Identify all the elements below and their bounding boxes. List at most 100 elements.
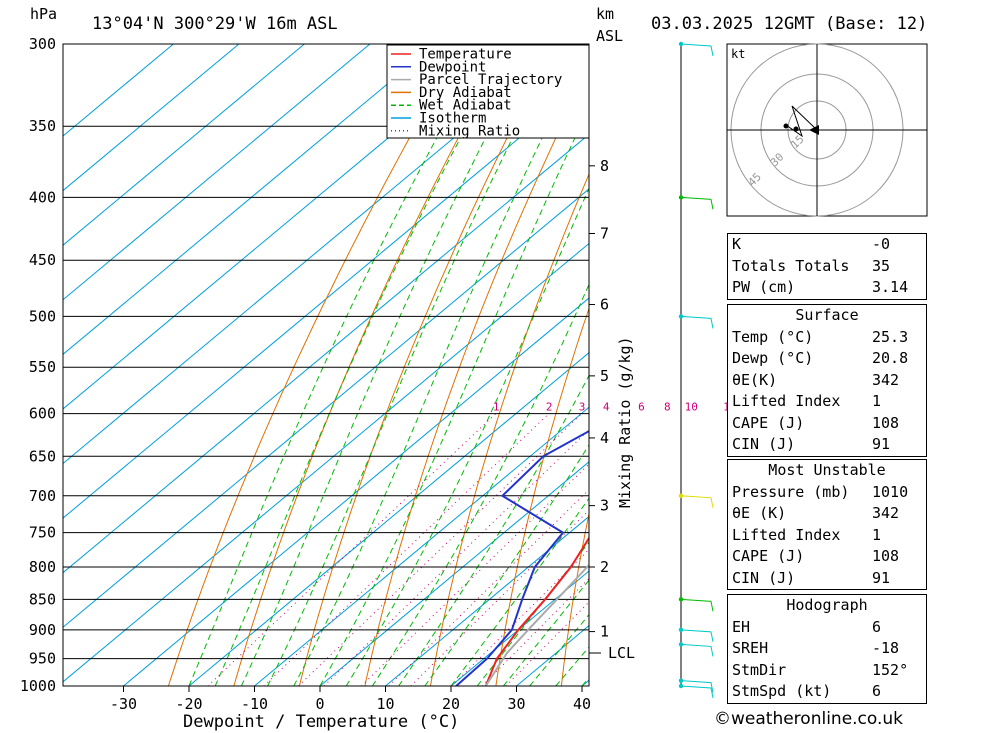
x-tick-label: 30 <box>507 695 525 713</box>
surface-li-label: Lifted Index <box>732 392 841 410</box>
mu-pressure-row: Pressure (mb) 1010 <box>728 482 926 504</box>
dry-adiabat-line <box>167 44 463 686</box>
x-tick-label: -20 <box>175 695 202 713</box>
surface-cin-value: 91 <box>872 435 891 453</box>
legend-entry: Parcel Trajectory <box>419 72 562 88</box>
stmspd-label: StmSpd (kt) <box>732 682 832 700</box>
x-tick-label: 10 <box>376 695 394 713</box>
mixing-ratio-axis-label: Mixing Ratio (g/kg) <box>616 336 634 508</box>
wet-adiabat-line <box>371 283 589 686</box>
surface-title: Surface <box>795 306 859 324</box>
totals-totals-label: Totals Totals <box>732 256 850 275</box>
lcl-label: LCL <box>608 644 635 662</box>
wind-barb <box>680 685 714 699</box>
pw-row: PW (cm) 3.14 <box>728 277 926 299</box>
isotherm-line <box>450 570 589 686</box>
wet-adiabat-line <box>188 44 490 686</box>
most-unstable-title: Most Unstable <box>768 461 886 479</box>
pressure-tick-label: 950 <box>29 650 56 668</box>
isotherm-line <box>63 44 436 355</box>
hodograph-point <box>793 126 799 132</box>
dewpoint-profile-line <box>455 429 589 686</box>
wet-adiabat-line <box>240 44 536 686</box>
surface-cape-row: CAPE (J) 108 <box>728 413 926 435</box>
mu-cape-label: CAPE (J) <box>732 547 805 565</box>
pw-value: 3.14 <box>872 278 909 296</box>
surface-theta-row: θE(K) 342 <box>728 370 926 392</box>
eh-row: EH 6 <box>728 617 926 639</box>
pressure-tick-label: 700 <box>29 487 56 505</box>
pressure-tick-label: 300 <box>29 35 56 53</box>
hodograph-unit: kt <box>731 47 745 61</box>
totals-totals-row: Totals Totals 35 <box>728 256 926 278</box>
wind-barb <box>680 196 714 210</box>
pressure-tick-label: 650 <box>29 447 56 465</box>
surface-dewp-label: Dewp (°C) <box>732 349 814 367</box>
isotherm-line <box>63 242 589 683</box>
stmdir-label: StmDir <box>732 660 787 679</box>
legend-entry: Dry Adiabat <box>419 85 512 101</box>
surface-cin-row: CIN (J) 91 <box>728 434 926 456</box>
stmspd-row: StmSpd (kt) 6 <box>728 681 926 703</box>
hodograph-title: Hodograph <box>786 596 868 614</box>
surface-li-value: 1 <box>872 392 882 410</box>
stmspd-value: 6 <box>872 682 882 700</box>
isotherm-line <box>123 297 589 686</box>
wind-barb-dot <box>678 314 684 319</box>
copyright-link[interactable]: ©weatheronline.co.uk <box>714 709 904 729</box>
most-unstable-panel: Most Unstable Pressure (mb) 1010 θE (K) 34… <box>727 459 927 590</box>
mixing-ratio-label: 4 <box>603 401 610 414</box>
mu-li-label: Lifted Index <box>732 525 841 544</box>
dry-adiabat-line <box>560 511 589 686</box>
legend-box <box>386 44 590 139</box>
km-tick-label: 4 <box>600 429 609 447</box>
surface-theta-label: θE(K) <box>732 370 778 389</box>
legend-entry: Isotherm <box>419 111 486 127</box>
wind-barb <box>680 680 714 693</box>
dry-adiabat-line <box>233 44 510 686</box>
mu-theta-row: θE (K) 342 <box>728 503 926 525</box>
k-index-row: K -0 <box>728 234 926 256</box>
mu-cape-value: 108 <box>872 547 900 565</box>
dry-adiabat-line <box>947 44 1000 686</box>
pressure-tick-label: 350 <box>29 117 56 135</box>
mixing-ratio-label: 3 <box>579 401 586 414</box>
km-tick-label: 1 <box>600 623 609 641</box>
mu-cin-row: CIN (J) 91 <box>728 568 926 590</box>
eh-label: EH <box>732 617 751 636</box>
stmdir-row: StmDir 152° <box>728 660 926 682</box>
surface-dewp-value: 20.8 <box>872 349 909 367</box>
legend-entry: Temperature <box>419 47 512 63</box>
pressure-tick-label: 550 <box>29 358 56 376</box>
isotherm-line <box>63 79 589 519</box>
pressure-tick-label: 450 <box>29 251 56 269</box>
pressure-tick-label: 500 <box>29 307 56 325</box>
isotherm-line <box>63 133 589 574</box>
km-tick-label: 5 <box>600 367 609 385</box>
isotherm-line <box>254 406 589 686</box>
mu-pressure-value: 1010 <box>872 482 909 501</box>
plot-frame <box>62 43 590 687</box>
storm-motion-marker <box>809 125 819 135</box>
wet-adiabat-line <box>214 44 512 686</box>
isotherm-line <box>63 44 371 301</box>
wind-barb <box>680 495 714 508</box>
wind-profile <box>678 41 714 699</box>
km-unit-label: km <box>596 5 614 23</box>
isotherm-line <box>63 44 567 465</box>
k-index-value: -0 <box>872 235 891 253</box>
hpa-unit-label: hPa <box>30 5 57 23</box>
chart-location: 13°04'N 300°29'W 16m ASL <box>92 14 338 34</box>
chart-date: 03.03.2025 12GMT (Base: 12) <box>651 14 927 34</box>
legend-entry: Dewpoint <box>419 59 486 75</box>
wind-barb <box>680 598 714 612</box>
isotherm-line <box>385 515 589 686</box>
profile-lines <box>455 429 589 686</box>
pressure-tick-label: 400 <box>29 188 56 206</box>
isotherm-line <box>188 352 589 686</box>
pw-label: PW (cm) <box>732 278 796 296</box>
isotherm-line <box>63 44 240 192</box>
pressure-tick-label: 600 <box>29 405 56 423</box>
